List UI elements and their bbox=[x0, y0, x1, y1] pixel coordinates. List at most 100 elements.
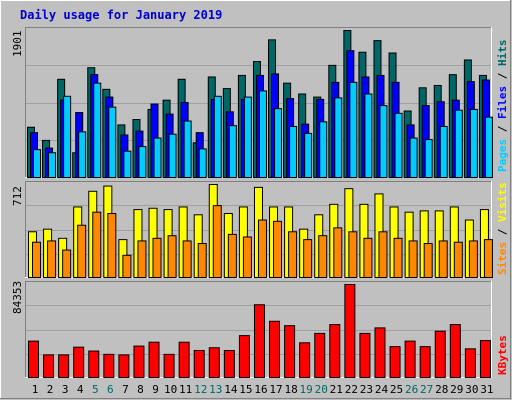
bar-kbytes-day-5 bbox=[88, 350, 100, 378]
bar-kbytes-day-26 bbox=[404, 340, 416, 379]
bar-sites-day-3 bbox=[62, 249, 72, 278]
bar-sites-day-24 bbox=[378, 231, 388, 278]
bar-pages-day-4 bbox=[78, 131, 87, 179]
bar-pages-day-26 bbox=[409, 137, 418, 179]
bar-sites-day-21 bbox=[333, 227, 343, 279]
bar-pages-day-16 bbox=[258, 90, 267, 178]
bottom-max-label: 84353 bbox=[11, 281, 24, 314]
bar-pages-day-29 bbox=[454, 109, 463, 178]
bar-kbytes-day-16 bbox=[253, 304, 265, 379]
bar-kbytes-day-12 bbox=[193, 349, 205, 379]
bar-sites-day-7 bbox=[122, 254, 132, 278]
legend-sep-3: / bbox=[496, 222, 509, 242]
bar-sites-day-5 bbox=[92, 211, 102, 278]
bar-kbytes-day-18 bbox=[284, 325, 296, 378]
legend-files: Files bbox=[496, 86, 509, 119]
bar-sites-day-1 bbox=[32, 241, 41, 278]
bar-sites-day-31 bbox=[483, 239, 493, 279]
x-tick-label-day-7: 7 bbox=[122, 383, 129, 396]
bar-pages-day-2 bbox=[48, 152, 57, 178]
legend-pages: Pages bbox=[496, 139, 509, 172]
bar-sites-day-15 bbox=[242, 236, 252, 278]
bar-kbytes-day-17 bbox=[269, 320, 281, 378]
bar-kbytes-day-29 bbox=[449, 324, 461, 378]
bar-sites-day-26 bbox=[408, 240, 418, 279]
x-tick-label-day-11: 11 bbox=[179, 383, 192, 396]
bar-pages-day-11 bbox=[183, 120, 192, 179]
bar-sites-day-29 bbox=[453, 241, 463, 278]
x-tick-label-day-18: 18 bbox=[284, 383, 297, 396]
bar-kbytes-day-28 bbox=[434, 330, 446, 378]
bar-kbytes-day-13 bbox=[208, 347, 220, 378]
x-tick-label-day-3: 3 bbox=[62, 383, 69, 396]
bar-kbytes-day-8 bbox=[133, 345, 145, 378]
bar-kbytes-day-19 bbox=[299, 342, 311, 378]
bar-pages-day-7 bbox=[123, 150, 132, 178]
x-tick-label-day-17: 17 bbox=[269, 383, 282, 396]
bar-kbytes-day-27 bbox=[419, 346, 431, 379]
x-tick-label-day-30: 30 bbox=[465, 383, 478, 396]
x-tick-label-day-21: 21 bbox=[330, 383, 343, 396]
bar-pages-day-9 bbox=[153, 137, 162, 179]
bar-pages-day-3 bbox=[63, 95, 72, 178]
chart-title: Daily usage for January 2019 bbox=[20, 8, 222, 22]
bar-sites-day-27 bbox=[423, 243, 433, 278]
bar-sites-day-18 bbox=[288, 231, 298, 278]
bar-sites-day-9 bbox=[152, 237, 162, 278]
x-tick-label-day-5: 5 bbox=[92, 383, 99, 396]
bar-kbytes-day-11 bbox=[178, 341, 190, 379]
bar-pages-day-18 bbox=[289, 125, 298, 179]
bar-pages-day-13 bbox=[213, 95, 222, 178]
bar-sites-day-10 bbox=[167, 235, 177, 278]
panel-visits-sites bbox=[25, 181, 493, 279]
x-tick-label-day-15: 15 bbox=[239, 383, 252, 396]
bar-sites-day-4 bbox=[77, 224, 87, 278]
legend-hits: Hits bbox=[496, 40, 509, 67]
bar-sites-day-23 bbox=[363, 237, 373, 278]
bar-pages-day-22 bbox=[349, 81, 358, 178]
x-tick-label-day-12: 12 bbox=[194, 383, 207, 396]
bar-kbytes-day-23 bbox=[359, 332, 371, 378]
bar-pages-day-25 bbox=[394, 112, 403, 178]
x-tick-label-day-24: 24 bbox=[375, 383, 389, 396]
bar-pages-day-20 bbox=[319, 121, 328, 179]
bar-kbytes-day-22 bbox=[344, 284, 356, 378]
x-tick-label-day-6: 6 bbox=[107, 383, 114, 396]
bar-pages-day-24 bbox=[379, 105, 388, 178]
bar-kbytes-day-10 bbox=[163, 353, 175, 378]
bar-sites-day-28 bbox=[438, 240, 448, 279]
bar-sites-day-22 bbox=[348, 231, 358, 278]
legend-sep-2: / bbox=[496, 66, 509, 86]
x-tick-label-day-23: 23 bbox=[360, 383, 373, 396]
x-tick-label-day-13: 13 bbox=[209, 383, 222, 396]
x-axis-day-labels: 1 2 3 4 5 6 7 8 9 10 11 12 13 14 15 16 17 18 19 20 21 22 23 24 2… bbox=[32, 383, 494, 396]
bar-pages-day-19 bbox=[304, 132, 313, 179]
bar-sites-day-19 bbox=[303, 239, 313, 279]
bar-kbytes-day-14 bbox=[223, 349, 235, 379]
x-tick-label-day-4: 4 bbox=[77, 383, 84, 396]
bar-pages-day-28 bbox=[439, 125, 448, 179]
legend-sep-1: / bbox=[496, 119, 509, 139]
x-tick-label-day-9: 9 bbox=[152, 383, 159, 396]
bar-pages-day-15 bbox=[243, 96, 252, 178]
legend-bottom: KBytes bbox=[496, 335, 509, 375]
bar-sites-day-14 bbox=[227, 233, 237, 279]
middle-max-label: 712 bbox=[11, 186, 24, 206]
bar-kbytes-day-31 bbox=[479, 340, 491, 378]
bar-sites-day-16 bbox=[257, 219, 267, 278]
bar-pages-day-6 bbox=[108, 106, 117, 178]
bar-pages-day-31 bbox=[484, 116, 493, 179]
bar-sites-day-20 bbox=[318, 235, 328, 278]
bar-kbytes-day-6 bbox=[103, 353, 115, 378]
x-tick-label-day-14: 14 bbox=[224, 383, 238, 396]
bar-kbytes-day-3 bbox=[58, 354, 70, 379]
x-tick-label-day-10: 10 bbox=[164, 383, 177, 396]
bar-pages-day-21 bbox=[334, 97, 343, 178]
bar-sites-day-6 bbox=[107, 212, 117, 278]
bar-kbytes-day-21 bbox=[329, 324, 341, 378]
x-tick-label-day-22: 22 bbox=[345, 383, 358, 396]
x-tick-label-day-27: 27 bbox=[420, 383, 433, 396]
bar-pages-day-5 bbox=[93, 82, 102, 178]
